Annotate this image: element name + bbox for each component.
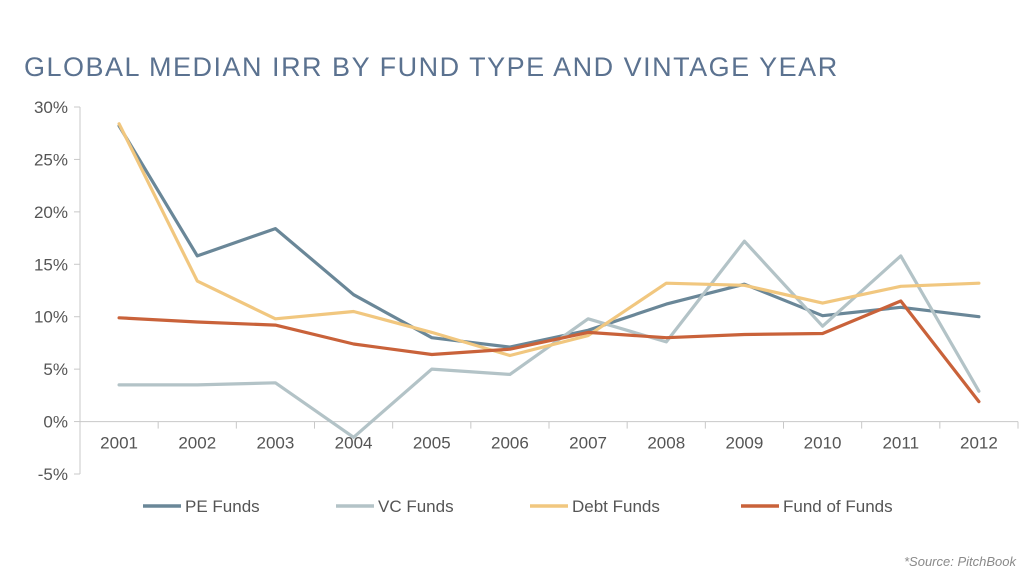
series-line-pe-funds [117, 124, 981, 349]
y-tick-label: 20% [34, 203, 68, 222]
x-tick-label: 2004 [335, 434, 373, 453]
x-tick-label: 2009 [726, 434, 764, 453]
series-line-debt-funds [117, 122, 981, 358]
x-tick-label: 2010 [804, 434, 842, 453]
x-tick-label: 2007 [569, 434, 607, 453]
legend-label-vc-funds: VC Funds [378, 497, 454, 516]
chart-title: GLOBAL MEDIAN IRR BY FUND TYPE AND VINTA… [24, 52, 839, 82]
x-tick-label: 2005 [413, 434, 451, 453]
y-tick-label: 0% [43, 413, 68, 432]
series-line-fund-of-funds [117, 299, 981, 404]
y-tick-label: 15% [34, 255, 68, 274]
x-tick-label: 2011 [882, 434, 919, 453]
x-tick-label: 2002 [178, 434, 216, 453]
y-tick-label: 30% [34, 98, 68, 117]
y-tick-label: -5% [38, 465, 68, 484]
y-tick-label: 25% [34, 150, 68, 169]
legend-label-debt-funds: Debt Funds [572, 497, 660, 516]
x-tick-label: 2001 [100, 434, 138, 453]
x-tick-label: 2008 [647, 434, 685, 453]
legend-label-pe-funds: PE Funds [185, 497, 260, 516]
x-tick-label: 2012 [960, 434, 998, 453]
x-tick-label: 2003 [257, 434, 295, 453]
y-tick-label: 5% [43, 360, 68, 379]
y-tick-label: 10% [34, 308, 68, 327]
legend-label-fund-of-funds: Fund of Funds [783, 497, 893, 516]
source-note: *Source: PitchBook [903, 554, 1016, 569]
x-tick-label: 2006 [491, 434, 529, 453]
